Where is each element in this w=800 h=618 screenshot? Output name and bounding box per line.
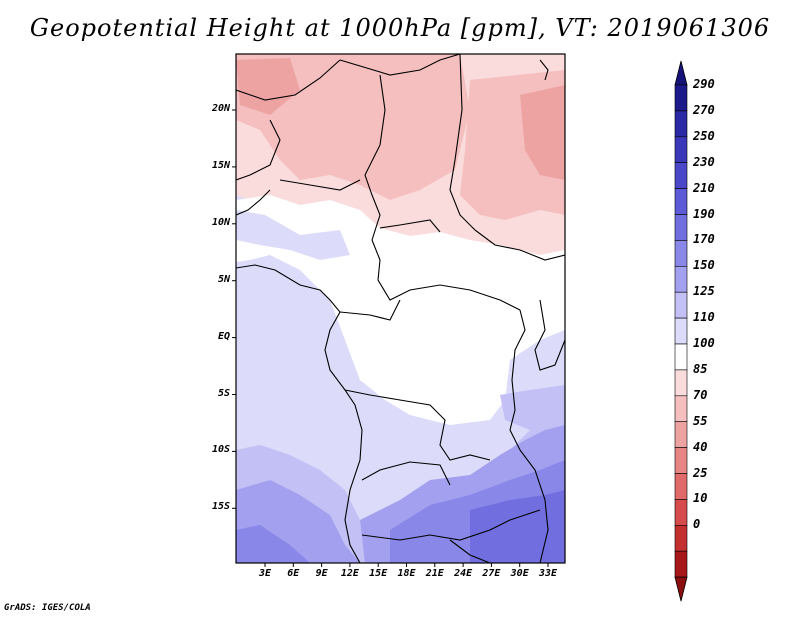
lon-label: 33E: [538, 568, 558, 579]
colorbar-label: 0: [693, 517, 701, 532]
colorbar-swatch: [674, 499, 688, 526]
colorbar-label: 55: [693, 413, 708, 428]
colorbar-swatch: [674, 524, 688, 552]
colorbar-swatch: [674, 421, 688, 448]
colorbar-swatch: [674, 110, 688, 138]
lat-label: 20N: [211, 103, 230, 114]
colorbar-swatch: [674, 395, 688, 422]
colorbar-swatch: [674, 136, 688, 164]
lat-label: 15N: [211, 159, 230, 171]
lon-label: 12E: [340, 568, 359, 579]
colorbar-swatch: [674, 343, 688, 371]
colorbar-swatch: [674, 162, 688, 189]
colorbar-label: 190: [693, 206, 715, 221]
lon-label: 27E: [482, 568, 501, 579]
colorbar-label: 85: [693, 361, 708, 376]
colorbar-label: 210: [693, 180, 715, 195]
colorbar-swatch: [674, 214, 688, 241]
lat-label: 5S: [217, 387, 230, 399]
lat-label: 15S: [211, 501, 230, 513]
lat-label: 5N: [217, 273, 230, 285]
footer-credit: GrADS: IGES/COLA: [4, 603, 91, 613]
country-borders: [236, 54, 565, 563]
map-frame: [235, 53, 566, 564]
lon-label: 15E: [369, 568, 388, 579]
colorbar-label: 10: [693, 491, 708, 506]
colorbar-top-arrow: [674, 60, 688, 86]
colorbar-label: 270: [693, 102, 715, 117]
lon-label: 24E: [454, 568, 473, 579]
colorbar-label: 100: [693, 336, 715, 350]
colorbar-swatch: [674, 240, 688, 267]
lon-label: 30E: [510, 568, 529, 579]
colorbar-label: 150: [693, 258, 715, 273]
axis-ticks: [232, 109, 549, 567]
colorbar-swatch: [674, 447, 688, 474]
map-field: [236, 54, 565, 563]
colorbar-swatch: [674, 265, 688, 293]
colorbar-bottom-arrow: [674, 576, 688, 602]
map-title: Geopotential Height at 1000hPa [gpm], VT…: [29, 14, 771, 42]
lat-label: 10S: [211, 444, 230, 456]
colorbar-swatch: [674, 291, 688, 319]
colorbar-label: 170: [693, 232, 715, 247]
colorbar-label: 290: [693, 77, 715, 91]
colorbar-label: 25: [693, 465, 708, 480]
lon-label: 18E: [397, 568, 416, 579]
lon-label: 6E: [287, 568, 300, 579]
lon-label: 9E: [315, 568, 328, 579]
colorbar-label: 110: [693, 310, 715, 325]
colorbar-label: 230: [693, 154, 715, 169]
colorbar-label: 250: [693, 128, 715, 143]
lon-label: 3E: [258, 568, 272, 579]
lat-label: EQ: [217, 330, 230, 342]
lat-label: 10N: [211, 216, 230, 228]
colorbar-swatch: [674, 188, 688, 215]
colorbar-swatch: [674, 473, 688, 500]
colorbar: [674, 60, 688, 602]
colorbar-swatch: [674, 369, 688, 397]
colorbar-label: 40: [693, 439, 708, 454]
colorbar-swatch: [674, 550, 688, 578]
colorbar-swatch: [674, 317, 688, 345]
colorbar-label: 70: [693, 387, 708, 402]
colorbar-swatch: [674, 84, 688, 112]
colorbar-label: 125: [693, 284, 715, 299]
lon-label: 21E: [425, 568, 444, 579]
